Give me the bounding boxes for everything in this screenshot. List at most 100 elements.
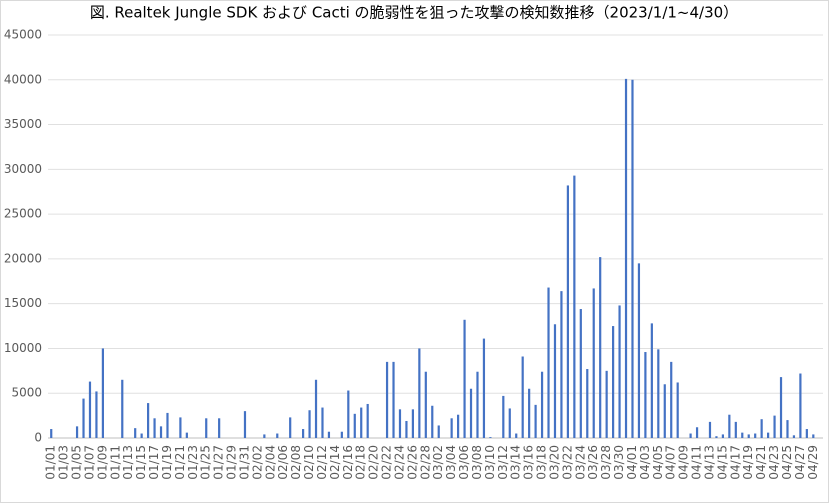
x-tick-label: 01/13 bbox=[121, 445, 135, 480]
bar bbox=[792, 435, 796, 438]
x-tick-label: 01/21 bbox=[173, 445, 187, 480]
bar bbox=[560, 291, 563, 438]
x-tick-label: 04/01 bbox=[625, 445, 639, 480]
bar bbox=[321, 407, 324, 438]
bar bbox=[812, 434, 815, 438]
y-tick-label: 10000 bbox=[4, 341, 42, 355]
bar bbox=[179, 417, 182, 438]
x-tick-label: 02/24 bbox=[392, 445, 406, 480]
x-tick-label: 04/07 bbox=[664, 445, 678, 480]
bar bbox=[50, 429, 53, 438]
bar bbox=[366, 403, 369, 438]
bar bbox=[799, 373, 802, 438]
x-tick-label: 02/12 bbox=[315, 445, 329, 480]
bar bbox=[592, 288, 595, 438]
bar bbox=[314, 379, 318, 438]
chart-title: 図. Realtek Jungle SDK および Cacti の脆弱性を狙った… bbox=[90, 4, 738, 22]
bar bbox=[734, 421, 737, 438]
x-tick-label: 04/09 bbox=[677, 445, 691, 480]
bar bbox=[547, 287, 550, 438]
bar bbox=[405, 420, 408, 438]
y-tick-label: 15000 bbox=[4, 296, 42, 310]
y-tick-label: 20000 bbox=[4, 251, 42, 265]
bar bbox=[644, 352, 647, 438]
x-tick-label: 02/02 bbox=[250, 445, 264, 480]
x-tick-label: 02/20 bbox=[367, 445, 381, 480]
bar bbox=[424, 371, 427, 438]
bar bbox=[340, 431, 343, 438]
x-tick-label: 04/03 bbox=[638, 445, 652, 480]
x-tick-label: 03/10 bbox=[483, 445, 497, 480]
bar bbox=[185, 432, 188, 438]
bar bbox=[605, 370, 608, 438]
bar bbox=[502, 395, 505, 438]
bar bbox=[437, 425, 440, 438]
x-tick-label: 01/25 bbox=[199, 445, 213, 480]
x-tick-label: 02/08 bbox=[289, 445, 303, 480]
bar bbox=[670, 361, 673, 438]
x-tick-label: 04/25 bbox=[780, 445, 794, 480]
x-tick-label: 02/04 bbox=[263, 445, 277, 480]
x-tick-label: 02/26 bbox=[405, 445, 419, 480]
x-tick-label: 01/17 bbox=[147, 445, 161, 480]
bar bbox=[263, 434, 266, 438]
bar bbox=[566, 185, 569, 438]
bar bbox=[418, 348, 421, 438]
bar bbox=[773, 415, 776, 438]
bar bbox=[528, 388, 531, 438]
bar bbox=[779, 377, 783, 438]
bar bbox=[676, 382, 679, 438]
bar bbox=[121, 379, 124, 438]
x-tick-label: 01/09 bbox=[95, 445, 109, 480]
x-tick-label: 04/05 bbox=[651, 445, 665, 480]
bar bbox=[728, 414, 731, 438]
bar bbox=[302, 429, 305, 438]
x-tick-label: 04/15 bbox=[715, 445, 729, 480]
bar bbox=[767, 432, 770, 438]
bar bbox=[708, 421, 712, 438]
bar bbox=[463, 319, 466, 438]
bar bbox=[308, 410, 311, 438]
bar bbox=[612, 326, 615, 438]
x-tick-label: 04/13 bbox=[702, 445, 716, 480]
bar bbox=[754, 433, 757, 438]
bar bbox=[360, 407, 363, 438]
y-tick-label: 30000 bbox=[4, 162, 42, 176]
x-tick-label: 03/12 bbox=[496, 445, 510, 480]
bar bbox=[482, 338, 486, 438]
bar bbox=[663, 384, 666, 438]
x-tick-label: 04/21 bbox=[754, 445, 768, 480]
bar bbox=[159, 426, 163, 438]
x-tick-label: 03/20 bbox=[547, 445, 561, 480]
bar bbox=[695, 427, 699, 438]
x-tick-label: 01/11 bbox=[108, 445, 122, 480]
bar bbox=[624, 78, 628, 438]
x-tick-label: 02/10 bbox=[302, 445, 316, 480]
x-tick-label: 03/02 bbox=[431, 445, 445, 480]
x-tick-label: 01/01 bbox=[44, 445, 58, 480]
x-tick-label: 04/11 bbox=[690, 445, 704, 480]
x-tick-label: 03/08 bbox=[470, 445, 484, 480]
x-tick-label: 02/28 bbox=[418, 445, 432, 480]
bar bbox=[721, 434, 724, 438]
bar bbox=[450, 418, 453, 438]
x-tick-label: 04/29 bbox=[806, 445, 820, 480]
bar bbox=[134, 428, 137, 438]
bar bbox=[689, 433, 692, 438]
x-tick-label: 03/22 bbox=[560, 445, 574, 480]
bar bbox=[147, 403, 150, 438]
x-tick-label: 01/27 bbox=[212, 445, 226, 480]
bar bbox=[579, 309, 582, 438]
x-tick-label: 02/22 bbox=[380, 445, 394, 480]
x-tick-label: 02/16 bbox=[341, 445, 355, 480]
bar bbox=[540, 371, 544, 438]
x-tick-label: 04/27 bbox=[793, 445, 807, 480]
x-tick-label: 03/18 bbox=[535, 445, 549, 480]
bar bbox=[88, 381, 92, 438]
bar bbox=[140, 433, 143, 438]
x-tick-label: 02/14 bbox=[328, 445, 342, 480]
bar bbox=[508, 408, 511, 438]
bar bbox=[153, 418, 156, 438]
x-tick-label: 04/19 bbox=[741, 445, 755, 480]
